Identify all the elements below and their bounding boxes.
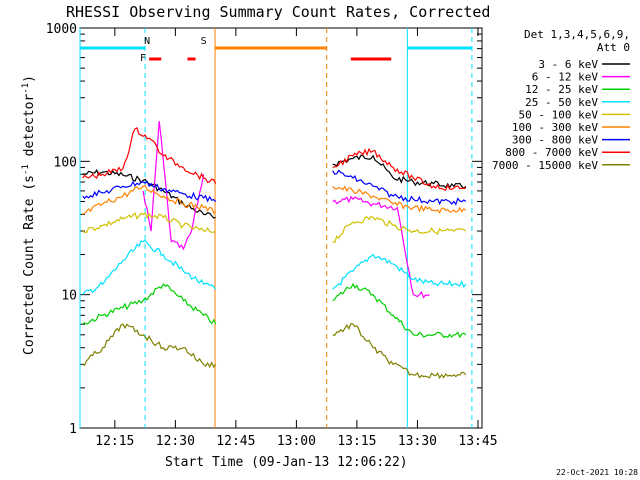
y-axis-label-end: ) xyxy=(22,75,37,83)
vertical-markers xyxy=(79,28,473,428)
series-line xyxy=(332,169,467,206)
y-tick-label: 1 xyxy=(69,422,77,437)
legend-header-attenuator: Att 0 xyxy=(597,41,630,54)
series-line xyxy=(332,147,466,191)
legend-entry-label: 800 - 7000 keV xyxy=(505,146,598,159)
axes-ticks: 12:15 12:30 12:45 13:00 13:15 13:30 13:45 1 10 10… xyxy=(46,22,498,449)
y-axis-label: Corrected Count Rate (s-1 detector-1) xyxy=(21,75,37,355)
x-tick-label: 12:45 xyxy=(216,434,255,449)
legend-entry-label: 50 - 100 keV xyxy=(519,108,599,121)
legend-entry-label: 300 - 800 keV xyxy=(512,134,598,147)
legend-entry-label: 6 - 12 keV xyxy=(532,71,599,84)
series-line xyxy=(142,121,205,251)
y-axis-label-sup2: -1 xyxy=(21,83,31,94)
chart-title: RHESSI Observing Summary Count Rates, Co… xyxy=(66,3,490,21)
series-line xyxy=(82,283,217,325)
x-tick-label: 13:15 xyxy=(337,434,376,449)
x-tick-label: 13:30 xyxy=(398,434,437,449)
y-tick-label: 10 xyxy=(61,289,77,304)
series-line xyxy=(82,168,216,219)
series-line xyxy=(332,195,430,299)
series-line xyxy=(332,185,467,214)
series-line xyxy=(332,215,467,244)
series-line xyxy=(82,184,217,215)
legend-header-detectors: Det 1,3,4,5,6,9, xyxy=(524,28,630,41)
series-line xyxy=(332,282,467,339)
series-line xyxy=(82,180,217,203)
flag-label: S xyxy=(201,36,207,47)
series-line xyxy=(82,323,217,369)
x-tick-label: 12:30 xyxy=(156,434,195,449)
series-line xyxy=(82,127,217,184)
y-tick-label: 1000 xyxy=(46,22,77,37)
series-line xyxy=(332,253,467,290)
x-axis-label: Start Time (09-Jan-13 12:06:22) xyxy=(165,455,408,470)
series-line xyxy=(82,212,216,234)
series-line xyxy=(82,239,217,296)
legend-entry-label: 7000 - 15000 keV xyxy=(492,159,598,172)
x-tick-label: 12:15 xyxy=(95,434,134,449)
series-line xyxy=(332,154,467,190)
series-lines xyxy=(82,121,467,380)
x-tick-label: 13:45 xyxy=(458,434,497,449)
flag-label: F xyxy=(140,53,146,64)
y-axis-label-main: Corrected Count Rate (s xyxy=(22,175,37,355)
legend-entry-label: 3 - 6 keV xyxy=(538,58,598,71)
date-stamp: 22-Oct-2021 10:28 xyxy=(556,468,638,477)
y-axis-label-sup1: -1 xyxy=(21,164,31,175)
flag-label: N xyxy=(144,36,150,47)
y-tick-label: 100 xyxy=(54,155,77,170)
series-line xyxy=(332,322,467,380)
legend-entry-label: 25 - 50 keV xyxy=(525,96,598,109)
legend-entry-label: 100 - 300 keV xyxy=(512,121,598,134)
flag-bars: N S F xyxy=(80,36,472,64)
y-axis-label-mid: detector xyxy=(22,94,37,165)
legend-entry-label: 12 - 25 keV xyxy=(525,83,598,96)
plot-area xyxy=(79,27,483,429)
x-tick-label: 13:00 xyxy=(277,434,316,449)
